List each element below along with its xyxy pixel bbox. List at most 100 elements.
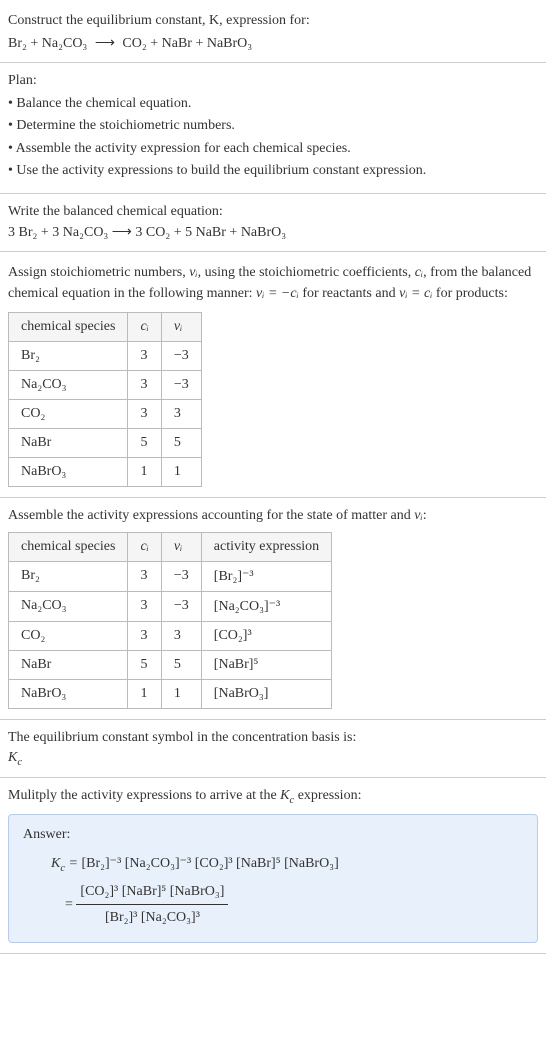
- cell: 5: [161, 650, 201, 679]
- cell: −3: [161, 561, 201, 591]
- table-row: Br₂3−3[Br₂]⁻³: [9, 561, 332, 591]
- cell: [Br₂]⁻³: [201, 561, 331, 591]
- cell: 1: [161, 457, 201, 486]
- cell: Br₂: [9, 561, 128, 591]
- cell: 1: [128, 679, 161, 708]
- cell: 3: [128, 370, 161, 399]
- cell: [NaBrO₃]: [201, 679, 331, 708]
- prompt-line: Construct the equilibrium constant, K, e…: [8, 13, 310, 28]
- cell: [Na₂CO₃]⁻³: [201, 591, 331, 621]
- eq-rhs: CO₂ + NaBr + NaBrO₃: [122, 36, 252, 51]
- cell: NaBr: [9, 650, 128, 679]
- plan-title: Plan:: [8, 73, 538, 89]
- intro-d: for reactants and: [299, 286, 399, 301]
- cell: 3: [128, 561, 161, 591]
- plan-list: Balance the chemical equation. Determine…: [8, 93, 538, 183]
- rel-react: νᵢ = −cᵢ: [256, 286, 299, 301]
- cell: 3: [128, 341, 161, 370]
- table-row: Na₂CO₃3−3: [9, 370, 202, 399]
- nu-i: νᵢ: [189, 265, 197, 280]
- plan-item: Use the activity expressions to build th…: [8, 160, 538, 182]
- table-row: Na₂CO₃3−3[Na₂CO₃]⁻³: [9, 591, 332, 621]
- plan-item: Determine the stoichiometric numbers.: [8, 115, 538, 137]
- table-row: NaBr55: [9, 428, 202, 457]
- title-b: :: [423, 508, 427, 523]
- kc-expression-line2: = [CO₂]³ [NaBr]⁵ [NaBrO₃] [Br₂]³ [Na₂CO₃…: [51, 879, 523, 930]
- cell: Na₂CO₃: [9, 591, 128, 621]
- eq-sign: =: [65, 897, 76, 912]
- balanced-equation: 3 Br₂ + 3 Na₂CO₃ ⟶ 3 CO₂ + 5 NaBr + NaBr…: [8, 224, 538, 241]
- col-species: chemical species: [9, 312, 128, 341]
- title-a: Assemble the activity expressions accoun…: [8, 508, 414, 523]
- cell: [NaBr]⁵: [201, 650, 331, 679]
- cell: CO₂: [9, 621, 128, 650]
- activity-title: Assemble the activity expressions accoun…: [8, 508, 538, 524]
- cell: [CO₂]³: [201, 621, 331, 650]
- cell: Na₂CO₃: [9, 370, 128, 399]
- kc-rhs: [Br₂]⁻³ [Na₂CO₃]⁻³ [CO₂]³ [NaBr]⁵ [NaBrO…: [81, 856, 338, 871]
- section-kc-symbol: The equilibrium constant symbol in the c…: [0, 720, 546, 779]
- cell: 5: [128, 428, 161, 457]
- answer-box: Answer: Kc = [Br₂]⁻³ [Na₂CO₃]⁻³ [CO₂]³ […: [8, 814, 538, 943]
- col-nui: νᵢ: [161, 532, 201, 561]
- cell: 3: [161, 621, 201, 650]
- c-i: cᵢ: [415, 265, 423, 280]
- table-header-row: chemical species cᵢ νᵢ: [9, 312, 202, 341]
- table-row: Br₂3−3: [9, 341, 202, 370]
- table-row: NaBr55[NaBr]⁵: [9, 650, 332, 679]
- frac-denominator: [Br₂]³ [Na₂CO₃]³: [76, 905, 228, 930]
- balanced-title: Write the balanced chemical equation:: [8, 204, 538, 220]
- cell: 1: [128, 457, 161, 486]
- intro-a: Assign stoichiometric numbers,: [8, 265, 189, 280]
- kc-symbol: Kc: [8, 750, 538, 768]
- stoich-intro: Assign stoichiometric numbers, νᵢ, using…: [8, 262, 538, 304]
- table-header-row: chemical species cᵢ νᵢ activity expressi…: [9, 532, 332, 561]
- table-row: NaBrO₃11[NaBrO₃]: [9, 679, 332, 708]
- cell: 5: [161, 428, 201, 457]
- cell: 1: [161, 679, 201, 708]
- table-row: CO₂33: [9, 399, 202, 428]
- nu-i: νᵢ: [414, 508, 422, 523]
- plan-item: Balance the chemical equation.: [8, 93, 538, 115]
- title-a: Mulitply the activity expressions to arr…: [8, 788, 280, 803]
- section-activity: Assemble the activity expressions accoun…: [0, 498, 546, 720]
- kc-expression-line1: Kc = [Br₂]⁻³ [Na₂CO₃]⁻³ [CO₂]³ [NaBr]⁵ […: [51, 851, 523, 879]
- cell: CO₂: [9, 399, 128, 428]
- cell: NaBr: [9, 428, 128, 457]
- col-activity: activity expression: [201, 532, 331, 561]
- frac-numerator: [CO₂]³ [NaBr]⁵ [NaBrO₃]: [76, 879, 228, 905]
- cell: −3: [161, 370, 201, 399]
- cell: NaBrO₃: [9, 457, 128, 486]
- section-balanced: Write the balanced chemical equation: 3 …: [0, 194, 546, 252]
- col-ci: cᵢ: [128, 312, 161, 341]
- stoich-table: chemical species cᵢ νᵢ Br₂3−3 Na₂CO₃3−3 …: [8, 312, 202, 487]
- section-answer: Mulitply the activity expressions to arr…: [0, 778, 546, 954]
- kc: Kc: [280, 788, 294, 803]
- cell: −3: [161, 341, 201, 370]
- prompt-text: Construct the equilibrium constant, K, e…: [8, 10, 538, 31]
- section-stoich: Assign stoichiometric numbers, νᵢ, using…: [0, 252, 546, 498]
- fraction: [CO₂]³ [NaBr]⁵ [NaBrO₃] [Br₂]³ [Na₂CO₃]³: [76, 879, 228, 930]
- activity-table: chemical species cᵢ νᵢ activity expressi…: [8, 532, 332, 709]
- arrow-icon: ⟶: [95, 35, 115, 52]
- table-row: NaBrO₃11: [9, 457, 202, 486]
- cell: 3: [128, 621, 161, 650]
- plan-item: Assemble the activity expression for eac…: [8, 138, 538, 160]
- cell: −3: [161, 591, 201, 621]
- answer-label: Answer:: [23, 827, 523, 843]
- table-row: CO₂33[CO₂]³: [9, 621, 332, 650]
- intro-b: , using the stoichiometric coefficients,: [198, 265, 415, 280]
- kc-text: The equilibrium constant symbol in the c…: [8, 730, 538, 746]
- cell: 3: [128, 591, 161, 621]
- kc-lhs: Kc =: [51, 856, 81, 871]
- cell: 3: [128, 399, 161, 428]
- cell: NaBrO₃: [9, 679, 128, 708]
- eq-lhs: Br₂ + Na₂CO₃: [8, 36, 87, 51]
- unbalanced-equation: Br₂ + Na₂CO₃ ⟶ CO₂ + NaBr + NaBrO₃: [8, 35, 538, 52]
- col-nui: νᵢ: [161, 312, 201, 341]
- rel-prod: νᵢ = cᵢ: [399, 286, 432, 301]
- cell: 3: [161, 399, 201, 428]
- multiply-title: Mulitply the activity expressions to arr…: [8, 788, 538, 806]
- section-plan: Plan: Balance the chemical equation. Det…: [0, 63, 546, 194]
- cell: Br₂: [9, 341, 128, 370]
